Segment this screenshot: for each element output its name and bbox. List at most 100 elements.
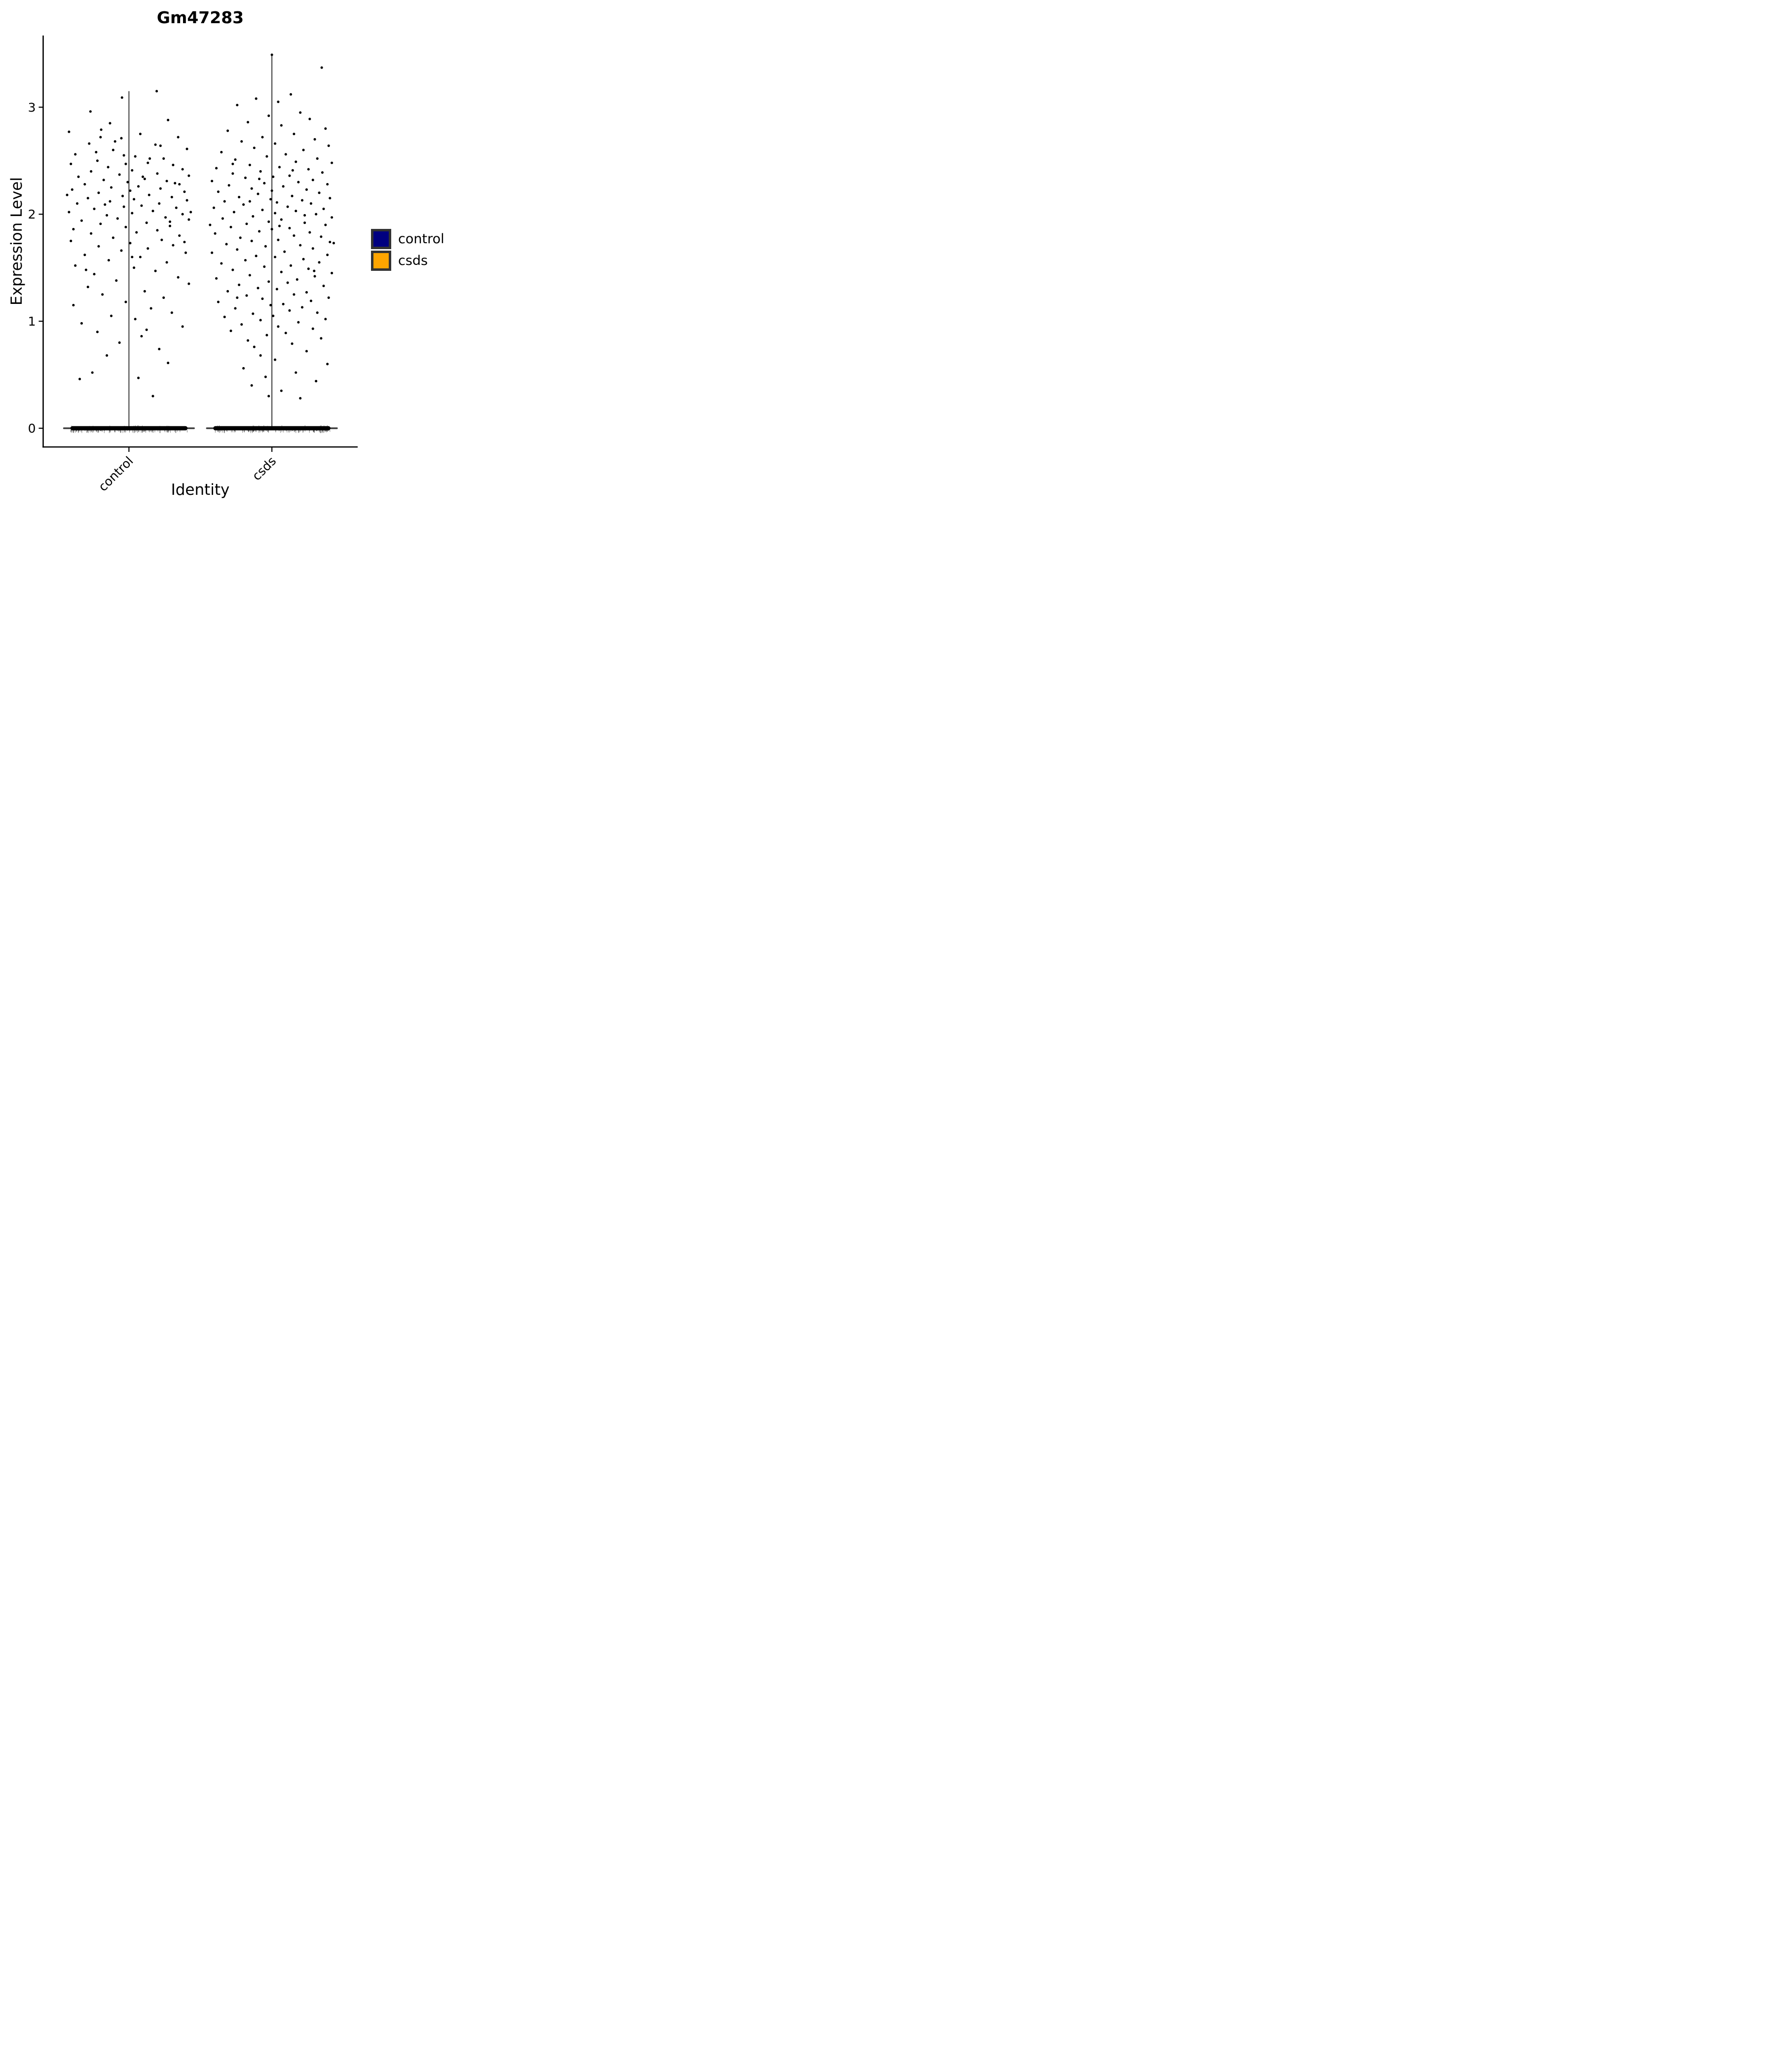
jitter-point	[139, 256, 142, 259]
jitter-point	[223, 315, 226, 319]
jitter-point	[229, 225, 232, 228]
jitter-point	[331, 216, 333, 219]
jitter-point	[226, 129, 229, 132]
jitter-point	[318, 191, 321, 194]
jitter-point	[240, 323, 243, 326]
jitter-point	[133, 266, 136, 269]
jitter-point	[293, 133, 296, 136]
jitter-point	[244, 259, 247, 262]
jitter-point	[110, 186, 113, 189]
jitter-point	[221, 217, 224, 220]
jitter-point	[83, 183, 86, 186]
jitter-point	[261, 136, 264, 139]
jitter-point	[278, 166, 281, 169]
jitter-point	[139, 133, 142, 136]
violin-plot: 0 1 2 3 control csds Gm47283 Expression Level…	[0, 0, 444, 518]
jitter-point	[307, 267, 310, 270]
jitter-point	[295, 371, 297, 374]
jitter-point	[280, 218, 283, 221]
jitter-point	[305, 188, 308, 191]
jitter-point	[165, 261, 168, 264]
jitter-point	[284, 332, 287, 334]
jitter-point	[273, 358, 277, 361]
jitter-point	[327, 296, 330, 299]
jitter-point	[151, 395, 154, 398]
jitter-point	[270, 53, 273, 56]
jitter-point	[320, 337, 323, 340]
jitter-point	[280, 270, 283, 273]
jitter-point	[297, 321, 300, 324]
jitter-point	[93, 273, 96, 276]
jitter-point	[242, 203, 245, 206]
jitter-point	[282, 185, 285, 188]
jitter-point	[122, 154, 125, 157]
jitter-point	[264, 375, 267, 378]
jitter-point	[313, 269, 316, 272]
jitter-point	[124, 225, 127, 228]
jitter-point	[88, 142, 91, 145]
jitter-point	[238, 195, 241, 199]
jitter-point	[212, 206, 216, 209]
jitter-point	[84, 268, 87, 271]
jitter-point	[140, 334, 143, 338]
jitter-point	[320, 66, 323, 69]
jitter-point	[148, 157, 151, 160]
jitter-point	[129, 189, 132, 192]
jitter-point	[143, 178, 146, 181]
jitter-point	[107, 166, 110, 169]
jitter-point	[159, 187, 162, 190]
jitter-point	[308, 231, 311, 234]
jitter-point	[68, 130, 71, 133]
jitter-point	[211, 251, 214, 254]
jitter-point	[280, 124, 283, 127]
jitter-point	[329, 241, 332, 244]
jitter-point	[189, 211, 192, 214]
jitter-point	[261, 209, 264, 212]
jitter-point	[320, 235, 323, 238]
jitter-point	[309, 299, 312, 302]
jitter-point	[269, 304, 272, 307]
jitter-point	[174, 182, 177, 185]
jitter-point	[311, 179, 314, 182]
jitter-point	[78, 377, 81, 380]
jitter-point	[134, 318, 137, 321]
jitter-point	[303, 222, 306, 224]
jitter-point	[278, 224, 281, 227]
jitter-point	[177, 136, 180, 139]
jitter-point	[80, 219, 83, 222]
jitter-point	[154, 269, 157, 272]
jitter-point	[303, 214, 306, 217]
jitter-point	[265, 333, 268, 336]
zero-point-band	[70, 426, 188, 431]
jitter-point	[74, 153, 77, 156]
jitter-point	[240, 140, 243, 143]
jitter-point	[299, 397, 302, 400]
jitter-point	[121, 194, 124, 197]
jitter-point	[187, 174, 190, 177]
jitter-point	[168, 220, 172, 223]
jitter-point	[255, 255, 258, 258]
jitter-point	[326, 254, 329, 257]
jitter-point	[168, 224, 172, 227]
jitter-point	[289, 93, 293, 96]
jitter-point	[291, 169, 294, 172]
jitter-point	[167, 362, 170, 365]
jitter-point	[107, 259, 110, 262]
jitter-point	[286, 205, 289, 208]
jitter-point	[231, 162, 234, 165]
jitter-point	[131, 212, 134, 215]
jitter-point	[93, 207, 96, 210]
jitter-point	[143, 290, 146, 293]
jitter-point	[331, 161, 333, 164]
jitter-point	[236, 296, 239, 299]
jitter-point	[68, 211, 71, 214]
jitter-point	[209, 223, 212, 226]
jitter-point	[275, 201, 278, 204]
jitter-point	[137, 185, 140, 188]
jitter-point	[263, 265, 266, 268]
jitter-point	[270, 228, 273, 231]
jitter-point	[148, 193, 150, 196]
jitter-point	[302, 148, 305, 151]
jitter-point	[126, 181, 129, 184]
y-axis-title: Expression Level	[8, 177, 26, 305]
